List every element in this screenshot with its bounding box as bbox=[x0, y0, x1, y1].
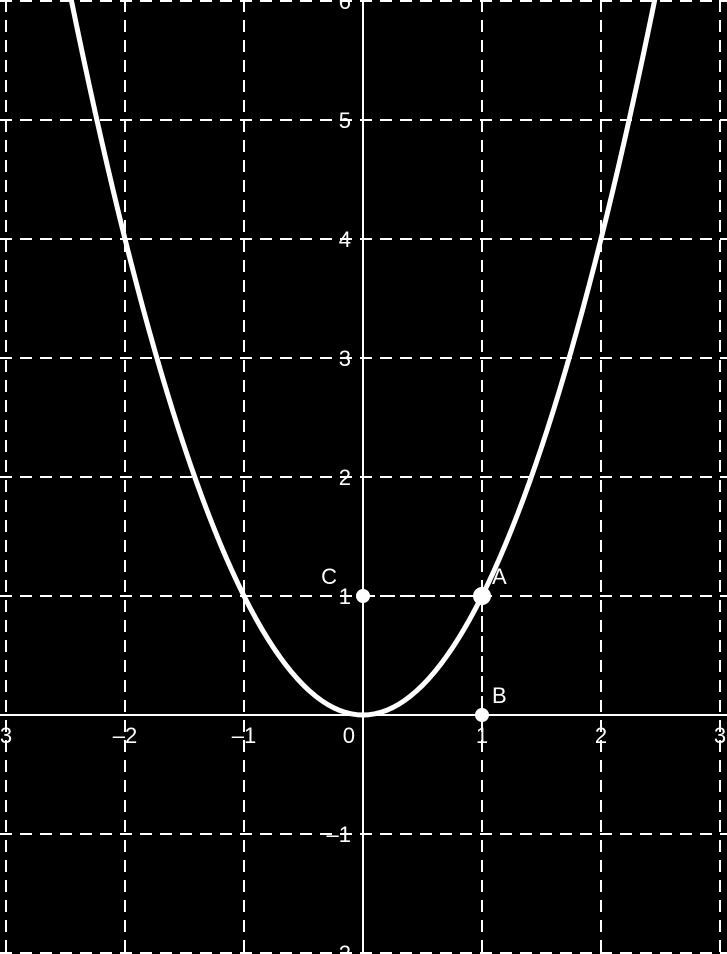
x-tick-label: 3 bbox=[0, 723, 12, 748]
x-tick-label: 1 bbox=[476, 723, 488, 748]
y-tick-label: 4 bbox=[339, 227, 351, 252]
y-tick-label: 2 bbox=[339, 465, 351, 490]
y-tick-label: 5 bbox=[339, 108, 351, 133]
y-tick-label: –1 bbox=[327, 822, 351, 847]
point-b bbox=[475, 708, 489, 722]
point-label-b: B bbox=[492, 683, 507, 708]
point-label-c: C bbox=[321, 564, 337, 589]
y-tick-label: –2 bbox=[327, 941, 351, 954]
y-tick-label: 1 bbox=[339, 584, 351, 609]
point-a bbox=[473, 587, 491, 605]
x-tick-label: –1 bbox=[232, 723, 256, 748]
y-tick-label: 6 bbox=[339, 0, 351, 14]
parabola-chart: 3 –2 –1 0 1 2 3 –2 –1 1 2 3 4 5 6 A C B bbox=[0, 0, 727, 954]
x-tick-label: 3 bbox=[714, 723, 726, 748]
x-tick-label: 2 bbox=[595, 723, 607, 748]
point-c bbox=[356, 589, 370, 603]
chart-svg: 3 –2 –1 0 1 2 3 –2 –1 1 2 3 4 5 6 A C B bbox=[0, 0, 727, 954]
y-tick-label: 3 bbox=[339, 346, 351, 371]
x-tick-label: –2 bbox=[113, 723, 137, 748]
point-label-a: A bbox=[492, 564, 507, 589]
x-tick-label: 0 bbox=[343, 723, 355, 748]
